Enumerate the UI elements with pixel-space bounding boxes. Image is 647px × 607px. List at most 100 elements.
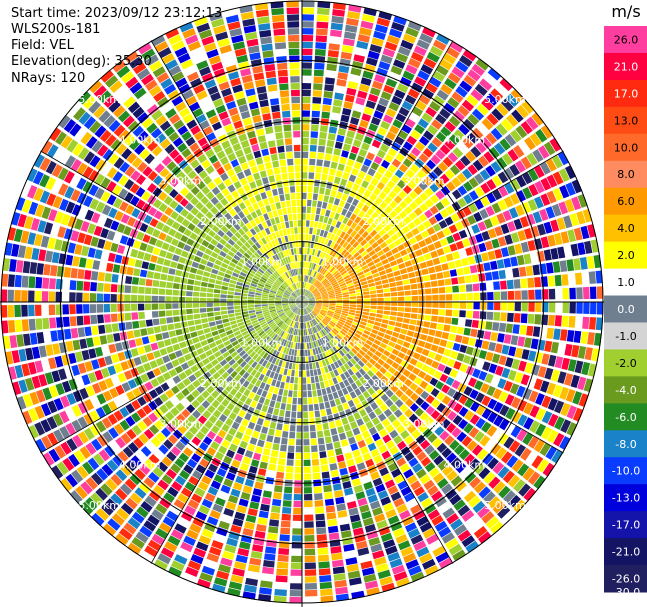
range-gate <box>132 125 144 137</box>
range-gate <box>412 352 421 360</box>
range-gate <box>13 228 23 243</box>
range-gate <box>190 364 199 373</box>
range-gate <box>223 363 231 371</box>
range-gate <box>91 140 103 153</box>
range-gate <box>478 350 488 360</box>
range-gate <box>319 402 325 410</box>
range-gate <box>568 273 576 286</box>
range-gate <box>512 267 520 278</box>
range-gate <box>207 486 219 496</box>
range-gate <box>306 283 310 290</box>
range-gate <box>276 319 282 325</box>
range-gate <box>293 291 298 297</box>
range-gate <box>320 588 333 596</box>
range-gate <box>288 278 293 285</box>
range-gate <box>299 302 302 308</box>
range-gate <box>250 369 258 377</box>
range-gate <box>152 247 161 256</box>
range-gate <box>41 291 49 302</box>
range-gate <box>311 287 316 293</box>
range-gate <box>499 418 510 431</box>
range-gate <box>583 302 590 314</box>
range-gate <box>312 97 322 104</box>
range-gate <box>381 258 389 265</box>
range-gate <box>535 128 548 143</box>
range-gate <box>303 308 305 315</box>
range-gate <box>441 263 449 271</box>
range-gate <box>276 423 283 431</box>
range-gate <box>263 262 270 268</box>
range-gate <box>257 315 264 319</box>
range-gate <box>402 254 410 262</box>
range-gate <box>455 240 465 250</box>
range-gate <box>233 561 247 570</box>
range-gate <box>308 297 315 301</box>
range-gate <box>241 225 249 233</box>
range-gate <box>136 365 146 375</box>
range-gate <box>231 323 238 329</box>
range-gate <box>224 544 237 554</box>
range-gate <box>134 143 146 155</box>
range-gate <box>453 129 465 141</box>
range-gate <box>285 280 290 286</box>
range-gate <box>196 578 211 589</box>
range-gate <box>296 289 300 296</box>
range-gate <box>415 397 425 406</box>
range-gate <box>311 270 316 277</box>
range-gate <box>338 247 345 254</box>
range-gate <box>263 560 275 568</box>
range-gate <box>266 268 273 275</box>
range-gate <box>302 302 306 308</box>
range-gate <box>461 257 469 267</box>
range-gate <box>200 287 207 292</box>
range-gate <box>168 268 176 275</box>
range-gate <box>62 279 70 290</box>
range-gate <box>197 221 206 230</box>
range-gate <box>145 287 152 295</box>
range-gate <box>310 312 315 318</box>
range-gate <box>478 370 488 381</box>
range-gate <box>65 473 78 488</box>
range-gate <box>353 280 360 285</box>
range-gate <box>54 211 64 224</box>
range-gate <box>222 550 235 560</box>
range-gate <box>245 577 258 587</box>
range-gate <box>527 240 536 252</box>
range-gate <box>323 280 330 286</box>
range-gate <box>207 243 216 251</box>
range-gate <box>320 180 327 188</box>
range-gate <box>424 503 437 515</box>
range-gate <box>275 296 282 299</box>
range-gate <box>376 309 384 314</box>
range-gate <box>245 153 254 161</box>
range-gate <box>97 357 107 368</box>
range-gate <box>272 283 279 289</box>
range-gate <box>296 308 300 315</box>
range-gate <box>240 139 250 149</box>
range-gate <box>218 413 228 423</box>
range-gate <box>329 278 336 283</box>
range-gate <box>447 410 457 421</box>
range-gate <box>425 106 437 118</box>
range-gate <box>121 71 135 84</box>
range-gate <box>552 384 563 398</box>
range-gate <box>34 304 42 316</box>
range-gate <box>478 486 491 499</box>
range-gate <box>206 446 217 456</box>
range-gate <box>316 242 321 250</box>
range-gate <box>437 363 446 372</box>
range-gate <box>289 596 302 604</box>
range-gate <box>383 310 391 315</box>
range-gate <box>247 259 254 266</box>
range-gate <box>228 313 235 318</box>
range-gate <box>360 164 369 173</box>
range-gate <box>316 354 321 361</box>
range-gate <box>399 249 408 257</box>
range-gate <box>369 500 381 510</box>
range-gate <box>38 345 47 358</box>
range-gate <box>332 316 340 320</box>
range-gate <box>322 344 327 352</box>
range-gate <box>244 241 251 249</box>
range-gate <box>88 348 97 359</box>
range-gate <box>185 297 193 302</box>
